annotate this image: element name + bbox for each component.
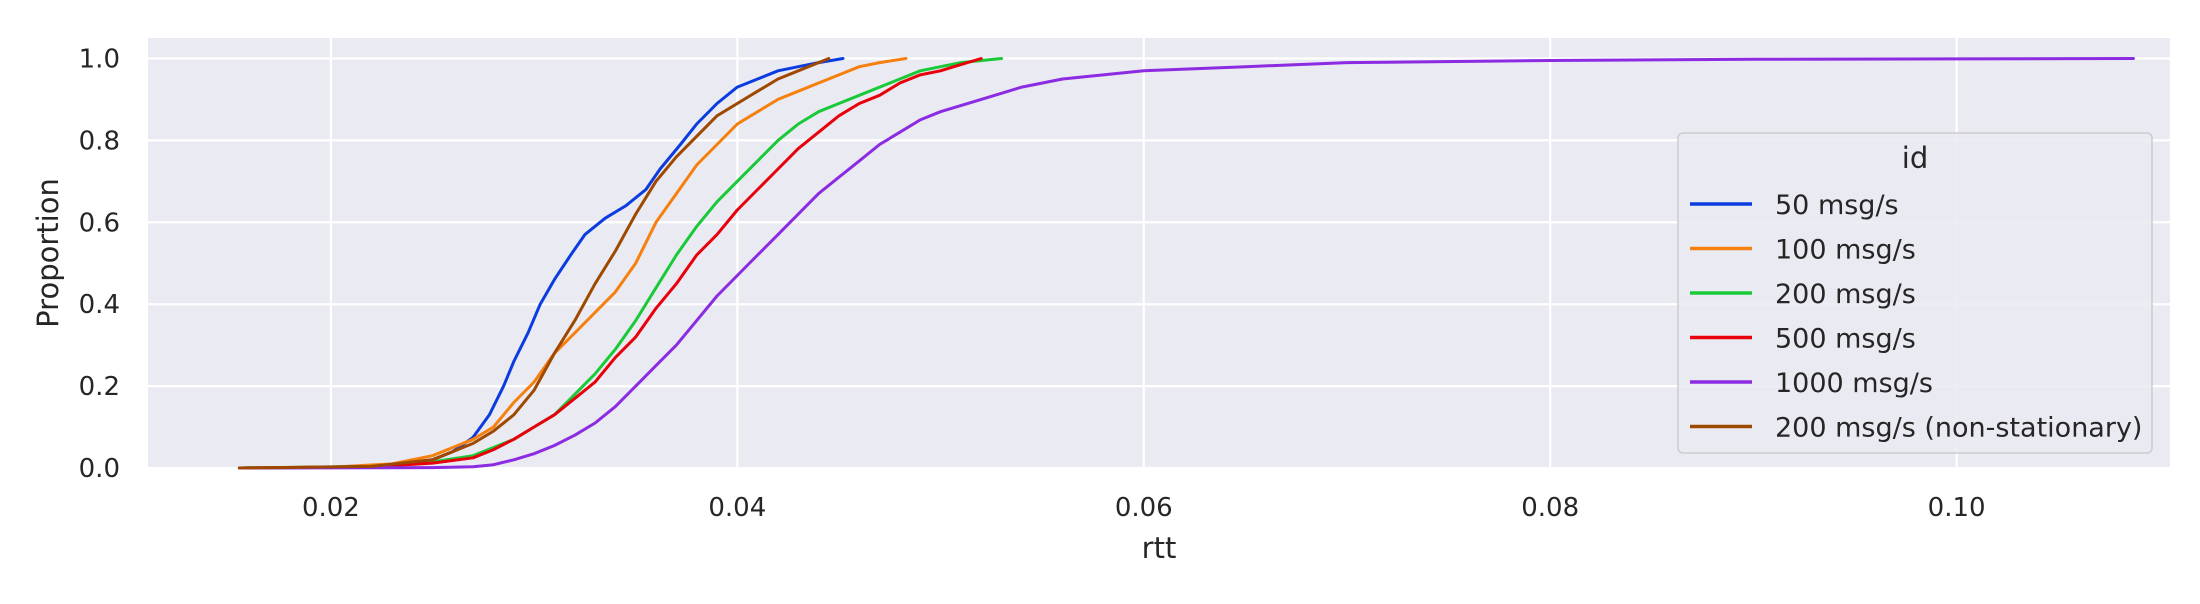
x-tick-label: 0.04 <box>708 493 766 523</box>
series-line-1 <box>237 57 908 470</box>
y-axis-ticks: 0.0 0.2 0.4 0.6 0.8 1.0 <box>79 44 120 484</box>
y-tick-label: 0.6 <box>79 208 120 238</box>
y-tick-label: 0.8 <box>79 126 120 156</box>
series-line-4 <box>237 57 2135 470</box>
series-line-3 <box>237 57 983 470</box>
legend-label: 500 msg/s <box>1775 324 1916 355</box>
legend-items: 50 msg/s 100 msg/s 200 msg/s 500 msg/s 1000 … <box>1690 190 2142 444</box>
series-lines <box>237 57 2135 470</box>
x-axis-ticks: 0.02 0.04 0.06 0.08 0.10 <box>302 493 1986 523</box>
legend-label: 200 msg/s (non-stationary) <box>1775 413 2142 444</box>
series-line-5 <box>237 57 831 470</box>
legend-label: 100 msg/s <box>1775 235 1916 266</box>
legend-label: 200 msg/s <box>1775 279 1916 310</box>
x-tick-label: 0.06 <box>1115 493 1173 523</box>
y-axis-label: Proportion <box>31 178 65 328</box>
legend-label: 1000 msg/s <box>1775 368 1933 399</box>
y-tick-label: 0.0 <box>79 454 120 484</box>
x-axis-label: rtt <box>1142 531 1177 565</box>
x-tick-label: 0.10 <box>1928 493 1986 523</box>
x-tick-label: 0.08 <box>1521 493 1579 523</box>
legend-box <box>1677 132 2153 454</box>
legend-label: 50 msg/s <box>1775 190 1899 221</box>
y-tick-label: 0.2 <box>79 372 120 402</box>
y-tick-label: 1.0 <box>79 44 120 74</box>
x-tick-label: 0.02 <box>302 493 360 523</box>
y-tick-label: 0.4 <box>79 290 120 320</box>
series-line-0 <box>237 57 845 470</box>
legend-title: id <box>1902 141 1928 175</box>
legend: id 50 msg/s 100 msg/s 200 msg/s 500 msg/s 10… <box>1677 132 2153 454</box>
